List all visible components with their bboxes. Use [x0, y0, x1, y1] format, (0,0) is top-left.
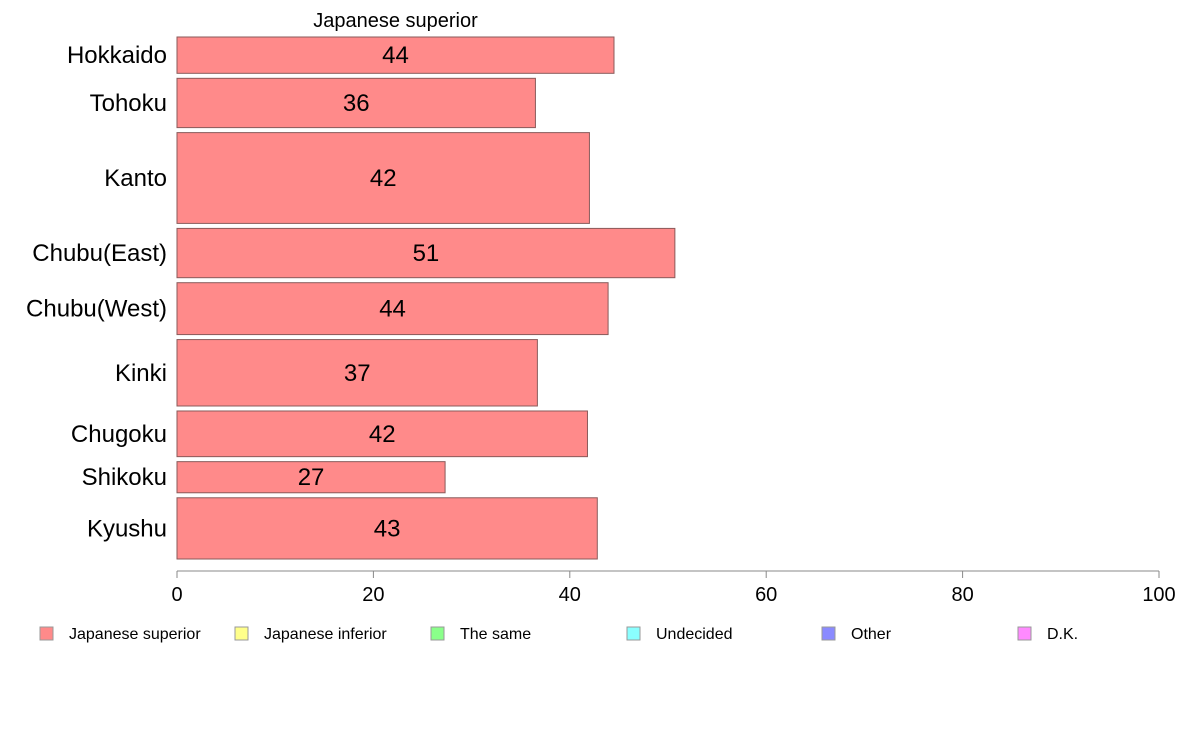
legend-label-japanese-inferior: Japanese inferior: [264, 626, 387, 643]
bar-kanto: [176, 132, 590, 224]
legend-swatch-japanese-superior: [39, 626, 54, 641]
legend-label-undecided: Undecided: [656, 626, 733, 643]
category-label: Chugoku: [71, 421, 167, 448]
category-label: Hokkaido: [67, 42, 167, 69]
bar-chubu-east: [176, 227, 676, 279]
x-axis: 0 20 40 60 80 100: [171, 570, 1176, 606]
category-label: Kyushu: [87, 515, 167, 542]
bar-tohoku: [176, 77, 536, 129]
bar-value-label: 51: [413, 240, 440, 267]
bar-value-label: 44: [382, 42, 409, 69]
legend-swatch-the-same: [430, 626, 445, 641]
bars-group: 44 36 42 51 44 37 42 27 43: [176, 36, 676, 560]
bar-value-label: 27: [298, 464, 325, 491]
legend-label-the-same: The same: [460, 626, 531, 643]
x-tick-label: 80: [951, 584, 973, 606]
legend-swatch-japanese-inferior: [234, 626, 249, 641]
category-label: Chubu(East): [32, 240, 167, 267]
category-label: Chubu(West): [26, 296, 167, 323]
legend-label-other: Other: [851, 626, 892, 643]
bar-chubu-west: [176, 282, 609, 336]
legend-label-d-k: D.K.: [1047, 626, 1078, 643]
x-tick-label: 100: [1142, 584, 1175, 606]
bar-shikoku: [176, 461, 446, 494]
bar-value-label: 36: [343, 90, 370, 117]
category-label: Shikoku: [82, 464, 167, 491]
bar-hokkaido: [176, 36, 615, 74]
bar-value-label: 42: [369, 421, 396, 448]
x-tick-label: 0: [171, 584, 182, 606]
legend-swatch-undecided: [626, 626, 641, 641]
category-label: Tohoku: [90, 90, 167, 117]
legend-swatch-other: [821, 626, 836, 641]
bar-value-label: 37: [344, 360, 371, 387]
panel-title: Japanese superior: [313, 10, 478, 32]
bar-value-label: 43: [374, 515, 401, 542]
x-tick-label: 40: [559, 584, 581, 606]
bar-value-label: 42: [370, 165, 397, 192]
category-label: Kanto: [104, 165, 167, 192]
legend-label-japanese-superior: Japanese superior: [69, 626, 201, 643]
legend: Japanese superior Japanese inferior The sa…: [39, 626, 1078, 643]
bar-value-label: 44: [379, 296, 406, 323]
bar-kinki: [176, 339, 538, 407]
legend-swatch-d-k: [1017, 626, 1032, 641]
bar-chugoku: [176, 410, 588, 458]
bar-kyushu: [176, 497, 598, 560]
x-tick-label: 20: [362, 584, 384, 606]
category-label: Kinki: [115, 360, 167, 387]
category-labels-group: Hokkaido Tohoku Kanto Chubu(East) Chubu(West…: [26, 42, 167, 542]
x-tick-label: 60: [755, 584, 777, 606]
